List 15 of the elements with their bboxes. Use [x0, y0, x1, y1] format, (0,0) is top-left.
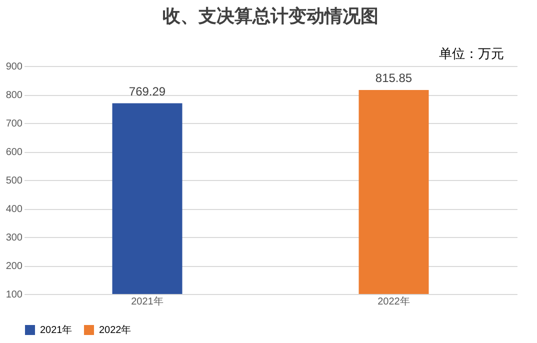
y-tick-label: 500 [6, 176, 23, 186]
y-tick-label: 400 [6, 204, 23, 215]
text: 单位：万元 [439, 46, 504, 61]
data-label: 815.85 [375, 70, 412, 85]
data-label: 769.29 [128, 84, 166, 98]
legend-label: 2021年 [40, 324, 72, 336]
y-tick-label: 700 [6, 118, 23, 130]
y-tick-label: 200 [6, 261, 23, 272]
y-tick-label: 300 [6, 232, 23, 244]
y-tick-label: 800 [6, 90, 23, 101]
y-tick-label: 900 [6, 62, 23, 72]
y-tick-label: 600 [6, 147, 23, 158]
legend-label: 2022年 [99, 324, 132, 336]
chart-title: 收、支决算总计变动情况图 [162, 6, 378, 26]
y-tick-label: 100 [6, 290, 23, 300]
